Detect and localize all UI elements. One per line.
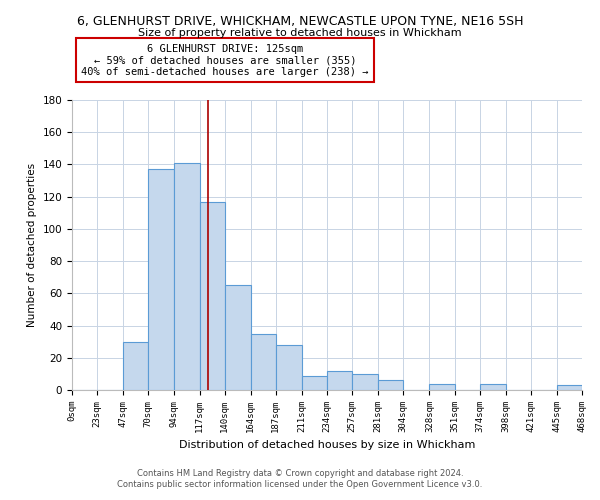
Bar	[302, 376, 327, 390]
Bar	[148, 170, 175, 390]
Text: Contains public sector information licensed under the Open Government Licence v3: Contains public sector information licen…	[118, 480, 482, 489]
Bar	[327, 370, 352, 390]
Bar	[224, 286, 251, 390]
X-axis label: Distribution of detached houses by size in Whickham: Distribution of detached houses by size …	[179, 440, 475, 450]
Bar	[123, 342, 148, 390]
Bar	[251, 334, 276, 390]
Bar	[378, 380, 403, 390]
Bar	[430, 384, 455, 390]
Text: Size of property relative to detached houses in Whickham: Size of property relative to detached ho…	[138, 28, 462, 38]
Y-axis label: Number of detached properties: Number of detached properties	[27, 163, 37, 327]
Text: 6 GLENHURST DRIVE: 125sqm
← 59% of detached houses are smaller (355)
40% of semi: 6 GLENHURST DRIVE: 125sqm ← 59% of detac…	[81, 44, 369, 77]
Text: 6, GLENHURST DRIVE, WHICKHAM, NEWCASTLE UPON TYNE, NE16 5SH: 6, GLENHURST DRIVE, WHICKHAM, NEWCASTLE …	[77, 15, 523, 28]
Bar	[175, 163, 200, 390]
Bar	[557, 385, 582, 390]
Bar	[276, 345, 302, 390]
Text: Contains HM Land Registry data © Crown copyright and database right 2024.: Contains HM Land Registry data © Crown c…	[137, 468, 463, 477]
Bar	[199, 202, 224, 390]
Bar	[479, 384, 506, 390]
Bar	[352, 374, 378, 390]
